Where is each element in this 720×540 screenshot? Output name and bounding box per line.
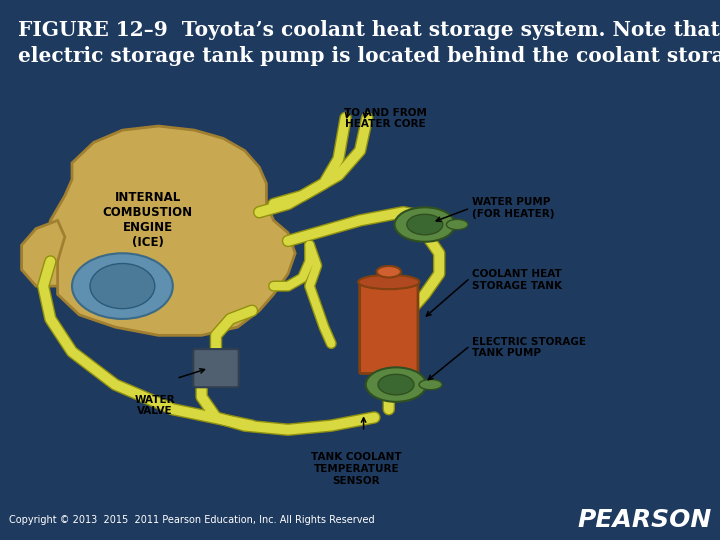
Text: COOLANT HEAT
STORAGE TANK: COOLANT HEAT STORAGE TANK: [472, 269, 562, 291]
Ellipse shape: [72, 253, 173, 319]
Circle shape: [407, 214, 443, 235]
Ellipse shape: [419, 380, 442, 390]
Text: FIGURE 12–9  Toyota’s coolant heat storage system. Note that the
electric storag: FIGURE 12–9 Toyota’s coolant heat storag…: [18, 19, 720, 66]
FancyBboxPatch shape: [193, 349, 238, 387]
Polygon shape: [43, 126, 295, 335]
Text: INTERNAL
COMBUSTION
ENGINE
(ICE): INTERNAL COMBUSTION ENGINE (ICE): [102, 191, 193, 249]
FancyBboxPatch shape: [360, 281, 418, 374]
Circle shape: [395, 207, 455, 242]
Circle shape: [366, 367, 426, 402]
Text: PEARSON: PEARSON: [577, 508, 711, 532]
Ellipse shape: [90, 264, 155, 309]
Ellipse shape: [377, 266, 401, 278]
Text: TANK COOLANT
TEMPERATURE
SENSOR: TANK COOLANT TEMPERATURE SENSOR: [311, 453, 402, 485]
Text: TO AND FROM
HEATER CORE: TO AND FROM HEATER CORE: [343, 107, 427, 129]
Ellipse shape: [446, 219, 468, 230]
Text: WATER
VALVE: WATER VALVE: [135, 395, 175, 416]
Circle shape: [378, 374, 414, 395]
Text: WATER PUMP
(FOR HEATER): WATER PUMP (FOR HEATER): [472, 197, 554, 219]
Polygon shape: [22, 220, 65, 286]
Text: Copyright © 2013  2015  2011 Pearson Education, Inc. All Rights Reserved: Copyright © 2013 2015 2011 Pearson Educa…: [9, 515, 374, 525]
Ellipse shape: [359, 275, 420, 289]
Text: ELECTRIC STORAGE
TANK PUMP: ELECTRIC STORAGE TANK PUMP: [472, 337, 585, 359]
